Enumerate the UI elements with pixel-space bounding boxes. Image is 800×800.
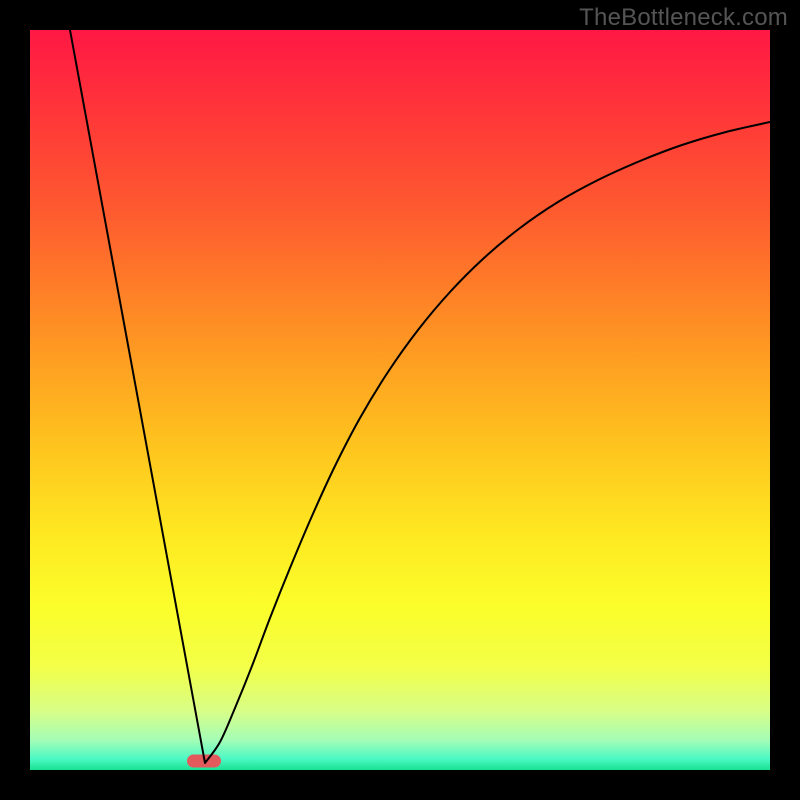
chart-background <box>30 30 770 770</box>
watermark-label: TheBottleneck.com <box>579 4 788 32</box>
chart-frame: TheBottleneck.com <box>0 0 800 800</box>
plot-area <box>30 30 770 770</box>
plot-svg <box>30 30 770 770</box>
